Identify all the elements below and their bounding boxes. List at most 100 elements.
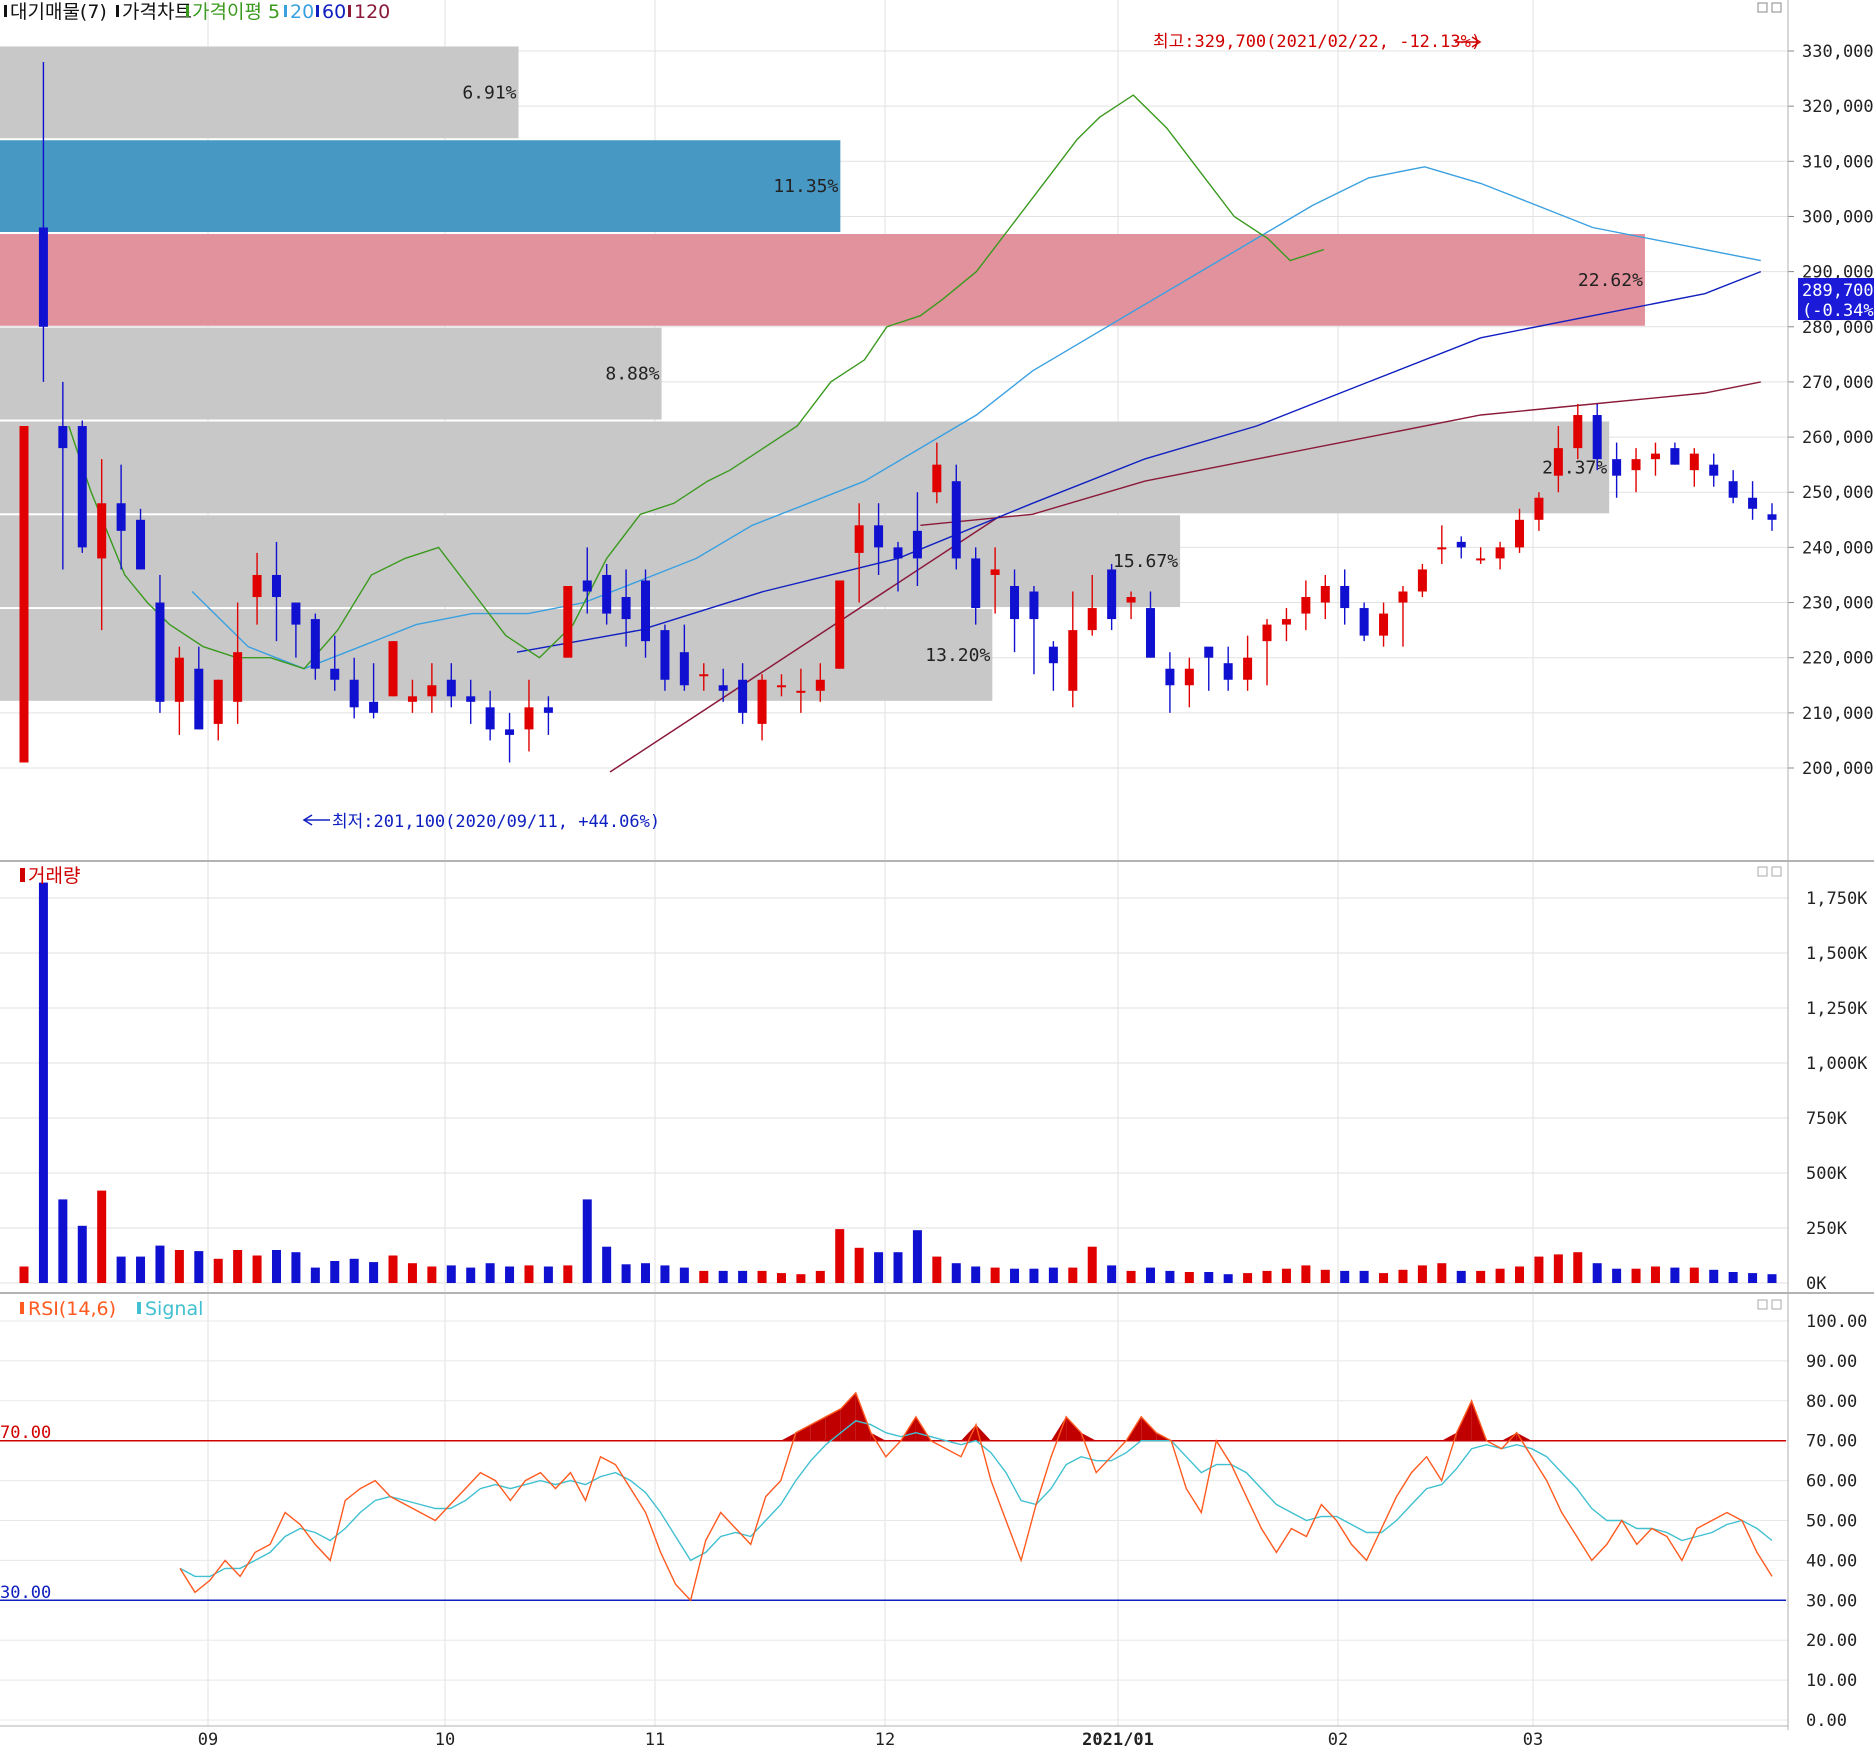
volume-bar bbox=[1728, 1272, 1738, 1283]
price-tick-label: 330,000 bbox=[1802, 42, 1874, 62]
candle-body bbox=[738, 679, 748, 713]
candle-body bbox=[330, 668, 340, 680]
candle-body bbox=[446, 679, 456, 697]
candle-body bbox=[369, 701, 379, 713]
rsi-legend-swatch bbox=[137, 1302, 141, 1314]
rsi-overbought-area bbox=[960, 1424, 976, 1441]
volume-profile-bar bbox=[0, 46, 519, 139]
candle-body bbox=[407, 696, 417, 702]
candle-body bbox=[1437, 547, 1447, 550]
candle-body bbox=[543, 707, 553, 713]
volume-axis: 1,750K 1,500K 1,250K 1,000K 750K 500K 250K 0K bbox=[1806, 889, 1868, 1294]
rsi-axis: 100.00 90.00 80.00 70.00 60.00 50.00 40.00 30.0… bbox=[1806, 1312, 1867, 1731]
candle-body bbox=[1495, 547, 1505, 559]
volume-profile-bar bbox=[0, 327, 662, 420]
price-tick-label: 210,000 bbox=[1802, 704, 1874, 724]
volume-bar bbox=[563, 1265, 573, 1283]
rsi-overbought-area bbox=[1141, 1416, 1157, 1441]
current-change: (-0.34%) bbox=[1802, 301, 1874, 321]
rsi-overbought-area bbox=[840, 1392, 856, 1441]
rsi-overbought-area bbox=[825, 1408, 841, 1441]
candle-body bbox=[1281, 619, 1291, 625]
candle-body bbox=[427, 685, 437, 697]
volume-bar bbox=[1534, 1256, 1544, 1283]
volume-legend-label: 거래량 bbox=[28, 865, 80, 887]
volume-bars bbox=[19, 882, 1777, 1283]
candle-body bbox=[524, 707, 534, 730]
volume-bar bbox=[1670, 1267, 1680, 1283]
rsi-panel[interactable]: 100.00 90.00 80.00 70.00 60.00 50.00 40.00 30.0… bbox=[0, 1294, 1867, 1731]
candle-body bbox=[1087, 608, 1097, 631]
price-tick-label: 290,000 bbox=[1802, 263, 1874, 283]
rsi-tick-label: 60.00 bbox=[1806, 1472, 1857, 1492]
candle-body bbox=[971, 558, 981, 609]
ma120-line bbox=[920, 381, 1761, 526]
volume-bar bbox=[718, 1270, 728, 1283]
candle-body bbox=[1223, 663, 1233, 680]
price-tick-label: 250,000 bbox=[1802, 483, 1874, 503]
volume-bar bbox=[679, 1267, 689, 1283]
candle-body bbox=[1631, 459, 1641, 471]
candle-body bbox=[699, 674, 709, 677]
volume-bar bbox=[796, 1274, 806, 1283]
x-month-label: 09 bbox=[198, 1730, 218, 1746]
rsi-lower-level-label: 30.00 bbox=[0, 1583, 51, 1603]
volume-profile-pct: 11.35% bbox=[773, 176, 838, 197]
rsi-signal-line bbox=[179, 1420, 1773, 1578]
candle-body bbox=[1301, 597, 1311, 614]
rsi-close-icon[interactable] bbox=[1771, 1299, 1782, 1310]
rsi-line bbox=[179, 1391, 1773, 1602]
candle-body bbox=[194, 668, 204, 730]
rsi-tick-label: 80.00 bbox=[1806, 1392, 1857, 1412]
legend-item: 가격차트 bbox=[122, 1, 192, 23]
volume-bar bbox=[1068, 1267, 1078, 1283]
volume-bar bbox=[213, 1258, 223, 1283]
candle-body bbox=[1767, 514, 1777, 520]
candle-body bbox=[1534, 497, 1544, 520]
close-icon[interactable] bbox=[1771, 2, 1782, 13]
rsi-minimize-icon[interactable] bbox=[1757, 1299, 1768, 1310]
rsi-tick-label: 0.00 bbox=[1806, 1711, 1847, 1731]
volume-bar bbox=[1204, 1272, 1214, 1283]
volume-bar bbox=[252, 1255, 262, 1283]
volume-legend: 거래량 bbox=[20, 865, 80, 887]
panel-controls[interactable] bbox=[1757, 2, 1782, 1310]
candle-body bbox=[1748, 497, 1758, 509]
volume-profile: 6.91%11.35%22.62%8.88%21.37%15.67%13.20% bbox=[0, 46, 1645, 701]
volume-tick-label: 0K bbox=[1806, 1274, 1827, 1294]
volume-bar bbox=[19, 1266, 29, 1283]
x-month-label: 12 bbox=[875, 1730, 895, 1746]
candle-body bbox=[271, 574, 281, 598]
candle-body bbox=[1670, 448, 1680, 465]
current-price-label: 289,700 (-0.34%) bbox=[1798, 278, 1874, 321]
legend-item: 가격이평 5 bbox=[192, 1, 280, 23]
candle-body bbox=[602, 574, 612, 614]
candle-body bbox=[485, 707, 495, 730]
price-tick-label: 300,000 bbox=[1802, 207, 1874, 227]
current-price: 289,700 bbox=[1802, 281, 1874, 301]
volume-profile-bar bbox=[0, 515, 1181, 608]
candle-body bbox=[1243, 657, 1253, 680]
volume-panel[interactable]: 1,750K 1,500K 1,250K 1,000K 750K 500K 250K 0K 거… bbox=[0, 862, 1868, 1294]
volume-bar bbox=[1631, 1268, 1641, 1283]
candle-body bbox=[1515, 519, 1525, 548]
volume-profile-pct: 8.88% bbox=[605, 364, 659, 385]
rsi-overbought-area bbox=[1441, 1432, 1457, 1441]
price-panel[interactable]: 6.91%11.35%22.62%8.88%21.37%15.67%13.20%… bbox=[0, 0, 1874, 860]
volume-bar bbox=[194, 1251, 204, 1283]
volume-bar bbox=[1476, 1270, 1486, 1283]
volume-bar bbox=[1612, 1268, 1622, 1283]
minimize-icon[interactable] bbox=[1757, 2, 1768, 13]
volume-bar bbox=[505, 1266, 515, 1283]
volume-tick-label: 1,250K bbox=[1806, 999, 1868, 1019]
volume-close-icon[interactable] bbox=[1771, 866, 1782, 877]
volume-bar bbox=[349, 1258, 359, 1283]
volume-bar bbox=[874, 1252, 884, 1283]
candle-body bbox=[990, 569, 1000, 575]
volume-bar bbox=[951, 1263, 961, 1283]
rsi-legend-swatch bbox=[20, 1302, 24, 1314]
volume-minimize-icon[interactable] bbox=[1757, 866, 1768, 877]
volume-bar bbox=[835, 1229, 845, 1283]
